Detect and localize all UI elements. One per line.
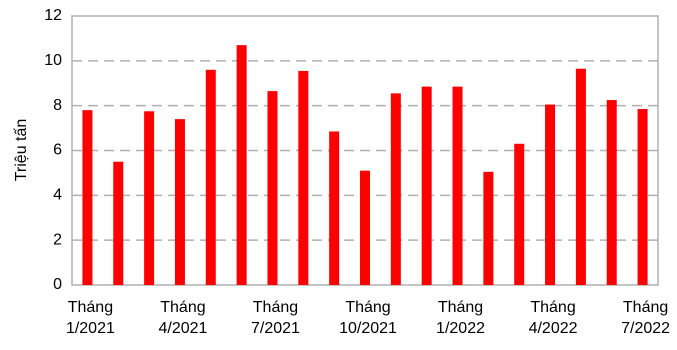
bar: [390, 93, 401, 286]
bar: [452, 86, 463, 285]
bar: [329, 131, 340, 285]
bar: [113, 161, 124, 285]
y-tick-label: 6: [53, 142, 62, 159]
x-tick-label: Tháng 1/2022: [436, 299, 485, 337]
bar: [298, 70, 309, 285]
bar: [144, 111, 155, 285]
bar: [637, 109, 648, 285]
bar: [575, 68, 586, 285]
x-tick-label: Tháng 1/2021: [66, 299, 115, 337]
bar: [545, 104, 556, 285]
bar: [360, 170, 370, 285]
x-tick-label: Tháng 4/2022: [529, 299, 578, 337]
bar: [205, 69, 216, 285]
x-tick-label: Tháng 4/2021: [158, 299, 207, 337]
y-tick-label: 4: [53, 187, 62, 204]
bar: [267, 91, 278, 286]
x-tick-label: Tháng 7/2022: [621, 299, 670, 337]
y-tick-label: 10: [44, 52, 62, 69]
y-tick-label: 8: [53, 97, 62, 114]
bar: [483, 171, 494, 285]
bar: [514, 143, 525, 285]
bar: [236, 45, 247, 286]
y-axis-label: Triệu tấn: [13, 119, 30, 182]
bar: [174, 119, 185, 285]
bar: [606, 100, 617, 285]
bar: [82, 110, 93, 286]
bar: [421, 86, 432, 285]
y-tick-label: 0: [53, 276, 62, 293]
y-tick-label: 2: [53, 231, 62, 248]
x-tick-label: Tháng 10/2021: [339, 299, 397, 337]
x-tick-label: Tháng 7/2021: [251, 299, 300, 337]
y-tick-label: 12: [44, 7, 62, 24]
